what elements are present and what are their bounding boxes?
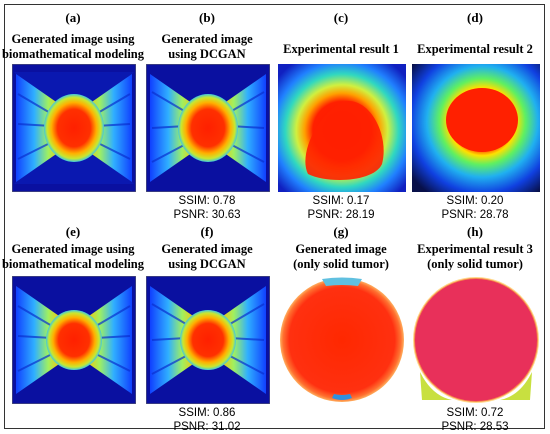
experimental-image-2 [412, 64, 540, 192]
panel-e: (e) Generated image using biomathematica… [2, 220, 144, 425]
psnr-value: PSNR: 28.78 [441, 209, 509, 221]
panel-caption-line2: biomathematical modeling [1, 257, 144, 271]
panel-letter: (d) [467, 10, 483, 25]
panel-caption-line2: (only solid tumor) [427, 257, 523, 271]
psnr-value: PSNR: 28.53 [441, 421, 509, 433]
panel-a: (a) Generated image using biomathematica… [2, 6, 144, 206]
panel-caption-line1: Generated image using [11, 32, 135, 46]
panel-c: (c) Experimental result 1 SSIM: 0.17 PSN… [274, 6, 408, 221]
panel-caption-line2: biomathematical modeling [1, 47, 144, 61]
psnr-value: PSNR: 31.02 [173, 421, 241, 433]
ssim-value: SSIM: 0.72 [446, 407, 504, 419]
panel-letter: (c) [333, 10, 349, 25]
panel-letter: (b) [199, 10, 215, 25]
simulated-tumor-image [12, 276, 136, 404]
psnr-value: PSNR: 28.19 [307, 209, 375, 221]
ssim-value: SSIM: 0.17 [312, 195, 370, 207]
panel-d: (d) Experimental result 2 SSIM: 0.20 PSN… [408, 6, 542, 221]
panel-f: (f) Generated image using DCGAN SSIM: 0.… [140, 220, 274, 433]
panel-caption-line2: (only solid tumor) [293, 257, 389, 271]
panel-letter: (h) [467, 224, 483, 239]
dcgan-tumor-image [146, 276, 270, 404]
panel-caption-line1: Experimental result 1 [283, 42, 399, 56]
panel-caption-line1: Experimental result 2 [417, 42, 533, 56]
panel-b: (b) Generated image using DCGAN SSIM: 0.… [140, 6, 274, 221]
solid-tumor-generated-image [278, 276, 406, 404]
panel-caption-line1: Experimental result 3 [417, 242, 533, 256]
panel-caption-line1: Generated image [161, 242, 253, 256]
panel-caption-line1: Generated image [295, 242, 387, 256]
panel-caption-line2: using DCGAN [168, 257, 246, 271]
panel-caption-line2: using DCGAN [168, 47, 246, 61]
ssim-value: SSIM: 0.20 [446, 195, 504, 207]
panel-letter: (g) [333, 224, 349, 239]
ssim-value: SSIM: 0.86 [178, 407, 236, 419]
panel-caption-line1: Generated image using [11, 242, 135, 256]
panel-h: (h) Experimental result 3 (only solid tu… [408, 220, 542, 433]
dcgan-tumor-image [146, 64, 270, 192]
panel-caption-line1: Generated image [161, 32, 253, 46]
panel-letter: (f) [200, 224, 214, 239]
panel-g: (g) Generated image (only solid tumor) [274, 220, 408, 425]
panel-letter: (e) [65, 224, 81, 239]
experimental-image-1 [278, 64, 406, 192]
simulated-tumor-image [12, 64, 136, 192]
ssim-value: SSIM: 0.78 [178, 195, 236, 207]
panel-letter: (a) [65, 10, 81, 25]
experimental-image-3 [412, 276, 540, 404]
psnr-value: PSNR: 30.63 [173, 209, 241, 221]
